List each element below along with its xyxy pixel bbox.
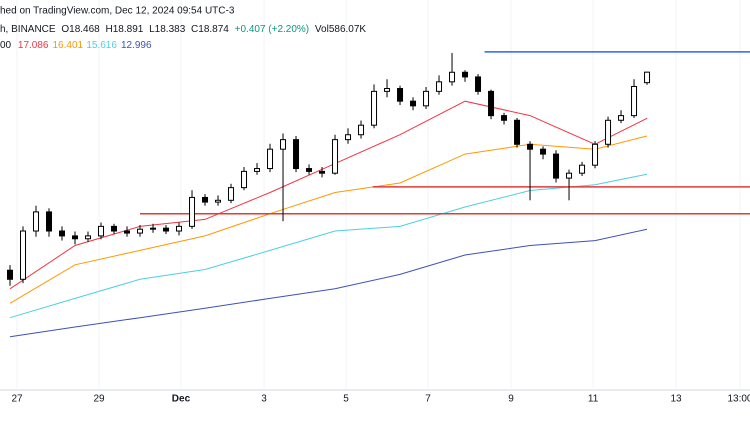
candle-body	[176, 225, 183, 232]
symbol-header: h, BINANCE O18.468 H18.891 L18.383 C18.8…	[0, 24, 366, 35]
x-tick-label: 29	[94, 394, 106, 405]
plot	[7, 51, 750, 338]
candle-body	[592, 143, 599, 166]
candle-body	[163, 227, 170, 232]
candle-body	[449, 71, 456, 83]
ma-legend: 00 17.086 16.401 15.616 12.996	[0, 40, 152, 51]
candle-body	[280, 139, 287, 150]
candle-body	[137, 228, 144, 234]
candle-body	[514, 119, 521, 145]
x-tick-label: 27	[11, 394, 23, 405]
candle-body	[540, 148, 547, 155]
ohlc: O18.468	[61, 24, 100, 35]
candle-body	[150, 227, 157, 230]
candle-body	[345, 134, 352, 141]
candle-body	[202, 196, 209, 203]
candle-body	[293, 139, 300, 170]
credit: hed on TradingView.com, Dec 12, 2024 09:…	[0, 6, 235, 17]
candle-body	[566, 172, 573, 179]
x-tick-label: 11	[588, 394, 599, 405]
legend-entry: 12.996	[121, 40, 152, 51]
change: +0.407 (+2.20%)	[235, 24, 310, 35]
candle-body	[46, 211, 53, 232]
candle-body	[527, 143, 534, 150]
candle-body	[124, 230, 131, 234]
candle-body	[306, 168, 313, 172]
x-tick-label: 3	[261, 394, 267, 405]
x-tick-label: 9	[508, 394, 514, 405]
candle-body	[254, 168, 261, 172]
x-tick-label: Dec	[172, 394, 191, 405]
ma-line	[9, 173, 648, 319]
candle-body	[488, 90, 495, 117]
candle-body	[215, 199, 222, 203]
candle-body	[436, 81, 443, 92]
ma-line	[9, 228, 648, 338]
candle-body	[98, 225, 105, 237]
candle-body	[189, 196, 196, 227]
ma-line	[9, 135, 648, 304]
candle-body	[7, 269, 14, 280]
x-tick-label: 13:00	[727, 394, 750, 405]
candle-body	[20, 230, 27, 280]
ma-prefix: 00	[0, 40, 12, 51]
candle-body	[410, 100, 417, 107]
x-tick-label: 5	[343, 394, 349, 405]
candle-body	[384, 88, 391, 92]
candle-body	[72, 235, 79, 240]
candle-body	[475, 76, 482, 92]
x-tick-label: 7	[425, 394, 431, 405]
legend-entry: 15.616	[86, 40, 117, 51]
candle-body	[618, 115, 625, 121]
candle-body	[85, 235, 92, 240]
candle-body	[319, 170, 326, 174]
candle-body	[111, 225, 118, 232]
candle-body	[59, 230, 66, 237]
candle-body	[605, 119, 612, 145]
candle-body	[358, 124, 365, 136]
candle-body	[332, 139, 339, 174]
candle-body	[397, 88, 404, 102]
legend-entry: 16.401	[53, 40, 84, 51]
x-tick-label: 13	[670, 394, 682, 405]
ohlc: H18.891	[106, 24, 144, 35]
candle-body	[228, 187, 235, 201]
legend-entry: 17.086	[18, 40, 49, 51]
ohlc: L18.383	[149, 24, 186, 35]
candle-body	[579, 164, 586, 174]
candle-body	[501, 115, 508, 121]
candle-body	[267, 148, 274, 170]
candle-body	[462, 71, 469, 78]
candle-body	[423, 90, 430, 107]
ohlc: C18.874	[191, 24, 229, 35]
candle-body	[33, 211, 40, 232]
volume: Vol586.07K	[315, 24, 366, 35]
candle-body	[553, 153, 560, 179]
candle-body	[371, 90, 378, 126]
candle-body	[644, 71, 651, 84]
candle-body	[631, 85, 638, 117]
candle-body	[241, 170, 248, 189]
symbol: h, BINANCE	[0, 24, 56, 35]
